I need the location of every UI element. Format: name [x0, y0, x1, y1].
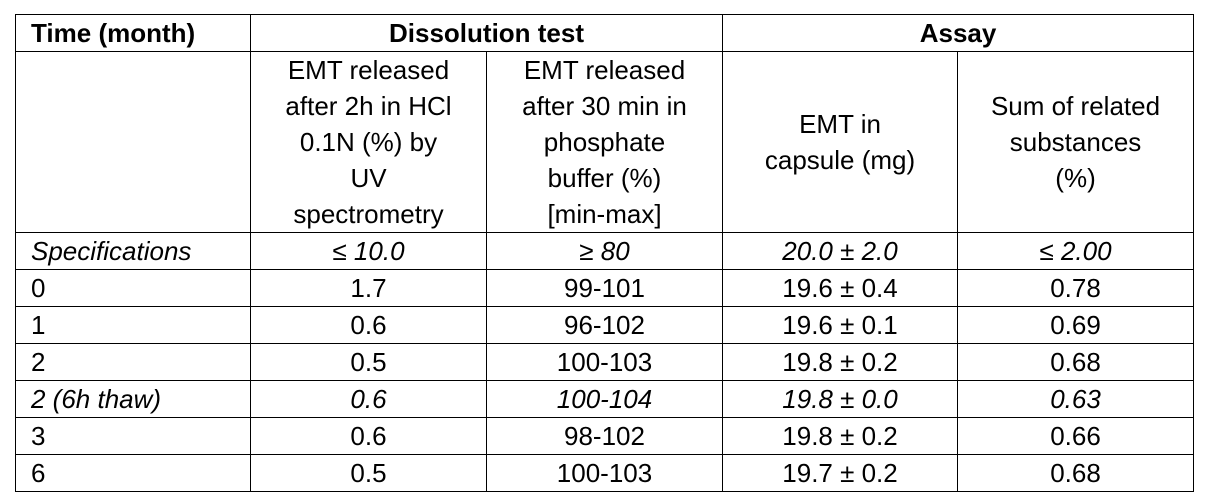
time-cell: 2: [15, 343, 251, 381]
table-row: 2 (6h thaw) 0.6 100-104 19.8 ± 0.0 0.63: [15, 380, 1195, 418]
related-header-line: substances: [1009, 127, 1142, 157]
emt-capsule-cell: 20.0 ± 2.0: [722, 232, 959, 270]
phosphate-release-cell: 96-102: [485, 306, 724, 344]
hcl-release-cell: 0.6: [250, 380, 487, 418]
hcl-release-cell: 0.5: [250, 454, 487, 492]
related-substances-cell: 0.63: [957, 380, 1195, 418]
emt-capsule-header: EMT in capsule (mg): [722, 51, 959, 233]
hcl-release-cell: 0.6: [250, 417, 487, 455]
phosphate-release-cell: ≥ 80: [485, 232, 724, 270]
hcl-release-cell: 0.5: [250, 343, 487, 381]
phosphate-header-line: phosphate: [543, 127, 666, 157]
related-substances-cell: 0.68: [957, 454, 1195, 492]
hcl-release-cell: 1.7: [250, 269, 487, 307]
time-subheader: [15, 51, 251, 233]
hcl-release-cell: 0.6: [250, 306, 487, 344]
hcl-release-cell: ≤ 10.0: [250, 232, 487, 270]
assay-header: Assay: [722, 14, 1195, 52]
emt-capsule-cell: 19.8 ± 0.0: [722, 380, 959, 418]
related-substances-header: Sum of related substances (%): [957, 51, 1195, 233]
related-header-line: (%): [1055, 163, 1096, 193]
emt-capsule-cell: 19.8 ± 0.2: [722, 343, 959, 381]
related-substances-cell: ≤ 2.00: [957, 232, 1195, 270]
related-substances-cell: 0.69: [957, 306, 1195, 344]
group-header-row: Time (month) Dissolution test Assay: [15, 14, 1195, 52]
table-row: 6 0.5 100-103 19.7 ± 0.2 0.68: [15, 454, 1195, 492]
table-row: Specifications ≤ 10.0 ≥ 80 20.0 ± 2.0 ≤ 2.00: [15, 232, 1195, 270]
phosphate-header-line: [min-max]: [547, 199, 662, 229]
time-cell: Specifications: [15, 232, 251, 270]
dissolution-header: Dissolution test: [249, 14, 724, 52]
emt-capsule-cell: 19.7 ± 0.2: [722, 454, 959, 492]
phosphate-header-line: after 30 min in: [522, 91, 687, 121]
hcl-header-line: EMT released: [287, 55, 450, 85]
phosphate-release-cell: 100-103: [485, 343, 724, 381]
hcl-release-header: EMT released after 2h in HCl 0.1N (%) by…: [250, 51, 487, 233]
related-substances-cell: 0.66: [957, 417, 1195, 455]
hcl-header-line: after 2h in HCl: [285, 91, 452, 121]
sub-header-row: EMT released after 2h in HCl 0.1N (%) by…: [15, 51, 1195, 233]
emt-capsule-header-line: EMT in: [799, 109, 881, 139]
time-cell: 0: [15, 269, 251, 307]
time-header: Time (month): [15, 14, 251, 52]
phosphate-release-cell: 98-102: [485, 417, 724, 455]
hcl-header-line: UV: [350, 163, 387, 193]
time-cell: 3: [15, 417, 251, 455]
emt-capsule-cell: 19.6 ± 0.1: [722, 306, 959, 344]
related-substances-cell: 0.78: [957, 269, 1195, 307]
related-substances-cell: 0.68: [957, 343, 1195, 381]
phosphate-release-cell: 100-104: [485, 380, 724, 418]
time-cell: 2 (6h thaw): [15, 380, 251, 418]
emt-capsule-header-line: capsule (mg): [764, 145, 916, 175]
phosphate-release-cell: 100-103: [485, 454, 724, 492]
emt-capsule-cell: 19.8 ± 0.2: [722, 417, 959, 455]
phosphate-release-header: EMT released after 30 min in phosphate b…: [485, 51, 724, 233]
table-row: 3 0.6 98-102 19.8 ± 0.2 0.66: [15, 417, 1195, 455]
phosphate-header-line: EMT released: [523, 55, 686, 85]
table-row: 0 1.7 99-101 19.6 ± 0.4 0.78: [15, 269, 1195, 307]
table-row: 1 0.6 96-102 19.6 ± 0.1 0.69: [15, 306, 1195, 344]
stability-table: Time (month) Dissolution test Assay EMT …: [15, 14, 1195, 492]
phosphate-release-cell: 99-101: [485, 269, 724, 307]
related-header-line: Sum of related: [990, 91, 1161, 121]
emt-capsule-cell: 19.6 ± 0.4: [722, 269, 959, 307]
hcl-header-line: spectrometry: [293, 199, 444, 229]
phosphate-header-line: buffer (%): [547, 163, 662, 193]
time-cell: 1: [15, 306, 251, 344]
hcl-header-line: 0.1N (%) by: [299, 127, 438, 157]
time-cell: 6: [15, 454, 251, 492]
table-row: 2 0.5 100-103 19.8 ± 0.2 0.68: [15, 343, 1195, 381]
